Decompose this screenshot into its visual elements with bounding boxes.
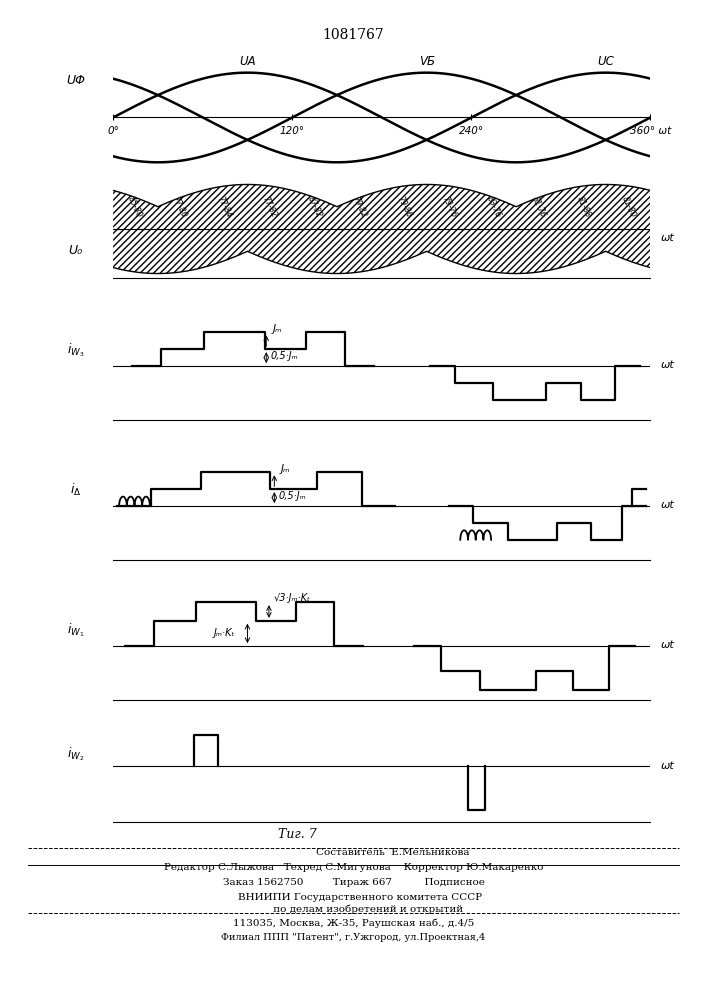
Text: Jₘ: Jₘ — [273, 324, 283, 334]
Text: Jₘ·Kₜ: Jₘ·Kₜ — [214, 628, 235, 638]
Text: по делам изобретений и открытий: по делам изобретений и открытий — [244, 904, 463, 914]
Text: 81-88: 81-88 — [575, 195, 592, 219]
Text: 79-82: 79-82 — [351, 195, 368, 219]
Text: Редактор С.Лыжова   Техред С.Мигунова    Корректор Ю.Макаренко: Редактор С.Лыжова Техред С.Мигунова Корр… — [164, 863, 543, 872]
Text: 79-86: 79-86 — [395, 195, 413, 219]
Text: 0,5·Jₘ: 0,5·Jₘ — [279, 491, 306, 501]
Text: 240°: 240° — [459, 126, 484, 136]
Text: 0°: 0° — [107, 126, 119, 136]
Text: UА: UА — [239, 55, 256, 68]
Text: ВНИИПИ Государственного комитета СССР: ВНИИПИ Государственного комитета СССР — [225, 893, 482, 902]
Text: 77-82: 77-82 — [261, 195, 279, 219]
Text: VБ: VБ — [419, 55, 435, 68]
Text: Заказ 1562750         Тираж 667          Подписное: Заказ 1562750 Тираж 667 Подписное — [223, 878, 484, 887]
Text: ωt: ωt — [661, 360, 675, 370]
Text: Jₘ: Jₘ — [281, 464, 291, 474]
Text: ωt: ωt — [661, 640, 675, 650]
Text: 1081767: 1081767 — [322, 28, 385, 42]
Text: $i_{W_2}$: $i_{W_2}$ — [66, 745, 84, 763]
Text: ωt: ωt — [661, 233, 675, 243]
Text: 360° ωt: 360° ωt — [630, 126, 671, 136]
Text: 87-82: 87-82 — [305, 195, 323, 219]
Text: $i_{W_1}$: $i_{W_1}$ — [66, 622, 84, 639]
Text: ωt: ωt — [661, 500, 675, 510]
Text: 0,5·Jₘ: 0,5·Jₘ — [271, 351, 298, 361]
Text: 77-80: 77-80 — [171, 195, 188, 219]
Text: $i_{W_3}$: $i_{W_3}$ — [66, 342, 84, 359]
Text: Составитель  Е.Мельникова: Составитель Е.Мельникова — [238, 848, 469, 857]
Text: 79-76: 79-76 — [440, 195, 458, 219]
Text: 77-84: 77-84 — [216, 195, 233, 219]
Text: √3·Jₘ·Kₜ: √3·Jₘ·Kₜ — [273, 593, 310, 603]
Text: Τиг. 7: Τиг. 7 — [278, 828, 316, 841]
Text: $i_{\Delta}$: $i_{\Delta}$ — [70, 482, 81, 498]
Text: ωt: ωt — [661, 761, 675, 771]
Text: 81-80: 81-80 — [620, 195, 638, 219]
Text: Филиал ППП "Патент", г.Ужгород, ул.Проектная,4: Филиал ППП "Патент", г.Ужгород, ул.Проек… — [221, 933, 486, 942]
Text: 85-80: 85-80 — [126, 195, 144, 219]
Text: 120°: 120° — [280, 126, 305, 136]
Text: 83-76: 83-76 — [485, 195, 503, 219]
Text: U₀: U₀ — [69, 243, 83, 256]
Text: UС: UС — [597, 55, 614, 68]
Text: UΦ: UΦ — [66, 74, 85, 87]
Text: 113035, Москва, Ж-35, Раушская наб., д.4/5: 113035, Москва, Ж-35, Раушская наб., д.4… — [233, 918, 474, 928]
Text: 81-76: 81-76 — [530, 195, 548, 219]
